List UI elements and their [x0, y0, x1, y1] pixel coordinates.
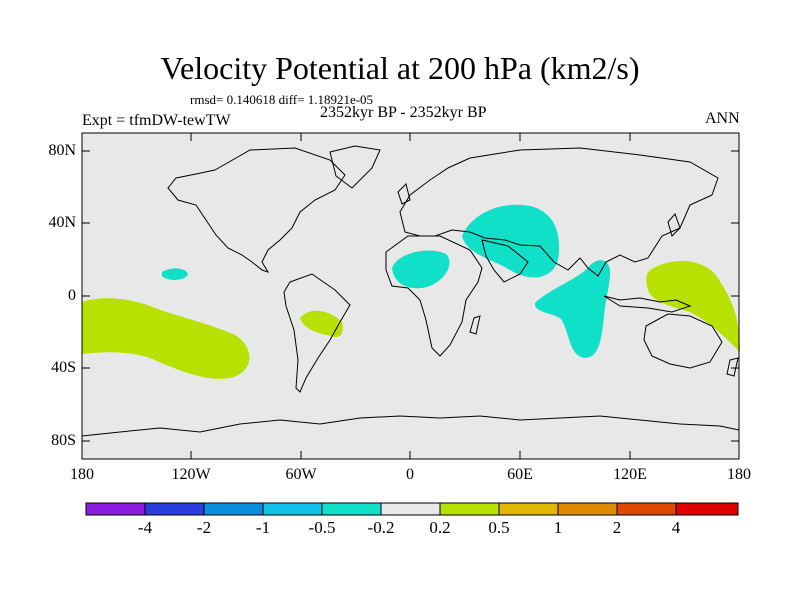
lon-tick-120e: 120E: [613, 466, 647, 483]
coast-japan: [667, 213, 681, 237]
coast-greenland: [329, 145, 381, 189]
coastlines: [81, 145, 740, 437]
colorbar-label: -4: [137, 518, 153, 537]
colorbar-label: 0.2: [429, 518, 451, 537]
colorbar-box-3: [203, 502, 264, 516]
coast-uk: [397, 183, 411, 205]
lat-tick-80n: 80N: [48, 142, 76, 159]
colorbar-box-2: [144, 502, 205, 516]
lon-tick-180e: 180: [727, 466, 751, 483]
map-title: Velocity Potential at 200 hPa (km2/s): [160, 50, 640, 86]
lat-tick-80s: 80S: [51, 432, 76, 449]
lon-tick-60w: 60W: [285, 466, 317, 483]
colorbar-label: 2: [612, 518, 622, 537]
colorbar-label: 1: [553, 518, 563, 537]
season-label: ANN: [705, 110, 740, 127]
lat-tick-40n: 40N: [48, 214, 76, 231]
colorbar-box-11: [675, 502, 739, 516]
negative-anomaly-regions: [162, 204, 610, 358]
colorbar-box-4: [262, 502, 323, 516]
coast-antarctica: [81, 415, 740, 437]
colorbar-box-5: [321, 502, 382, 516]
colorbar-box-6: [380, 502, 441, 516]
period-label: 2352kyr BP - 2352kyr BP: [320, 104, 487, 121]
colorbar-box-10: [616, 502, 677, 516]
lon-tick-60e: 60E: [507, 466, 533, 483]
coast-africa: [385, 235, 483, 357]
anomaly-central-pacific-south: [82, 298, 250, 379]
coast-australia: [643, 313, 723, 369]
coast-eurasia: [399, 147, 719, 277]
stats-label: rmsd= 0.140618 diff= 1.18921e-05: [190, 92, 374, 107]
lat-tick-40s: 40S: [51, 359, 76, 376]
colorbar-label: -2: [196, 518, 212, 537]
coast-south-america: [283, 273, 351, 393]
colorbar-box-9: [557, 502, 618, 516]
colorbar-box-1: [85, 502, 146, 516]
anomaly-south-america: [300, 310, 343, 338]
lat-tick-0: 0: [68, 287, 76, 304]
lon-tick-180w: 180: [70, 466, 94, 483]
lon-tick-120w: 120W: [171, 466, 211, 483]
anomaly-middle-east: [462, 204, 560, 278]
colorbar-box-8: [498, 502, 559, 516]
anomaly-indian-ocean: [534, 260, 610, 358]
coast-new-zealand: [726, 357, 739, 377]
colorbar-label: -0.5: [308, 518, 336, 537]
map-background: [82, 133, 739, 459]
anomaly-west-pacific: [646, 260, 740, 352]
colorbar-label: -1: [255, 518, 271, 537]
coast-madagascar: [469, 315, 481, 335]
experiment-label: Expt = tfmDW-tewTW: [82, 112, 231, 129]
colorbar-label: 0.5: [488, 518, 510, 537]
coast-arabia: [481, 239, 529, 283]
anomaly-west-africa: [392, 250, 450, 289]
colorbar-box-7: [439, 502, 500, 516]
colorbar: [85, 502, 739, 516]
colorbar-label: -0.2: [367, 518, 395, 537]
colorbar-label: 4: [671, 518, 681, 537]
coast-indonesia: [603, 295, 692, 313]
anomaly-north-atlantic: [162, 268, 188, 280]
lon-tick-0: 0: [406, 466, 414, 483]
axis-ticks: [82, 133, 739, 459]
coast-north-america: [167, 147, 346, 273]
positive-anomaly-regions: [82, 260, 740, 379]
